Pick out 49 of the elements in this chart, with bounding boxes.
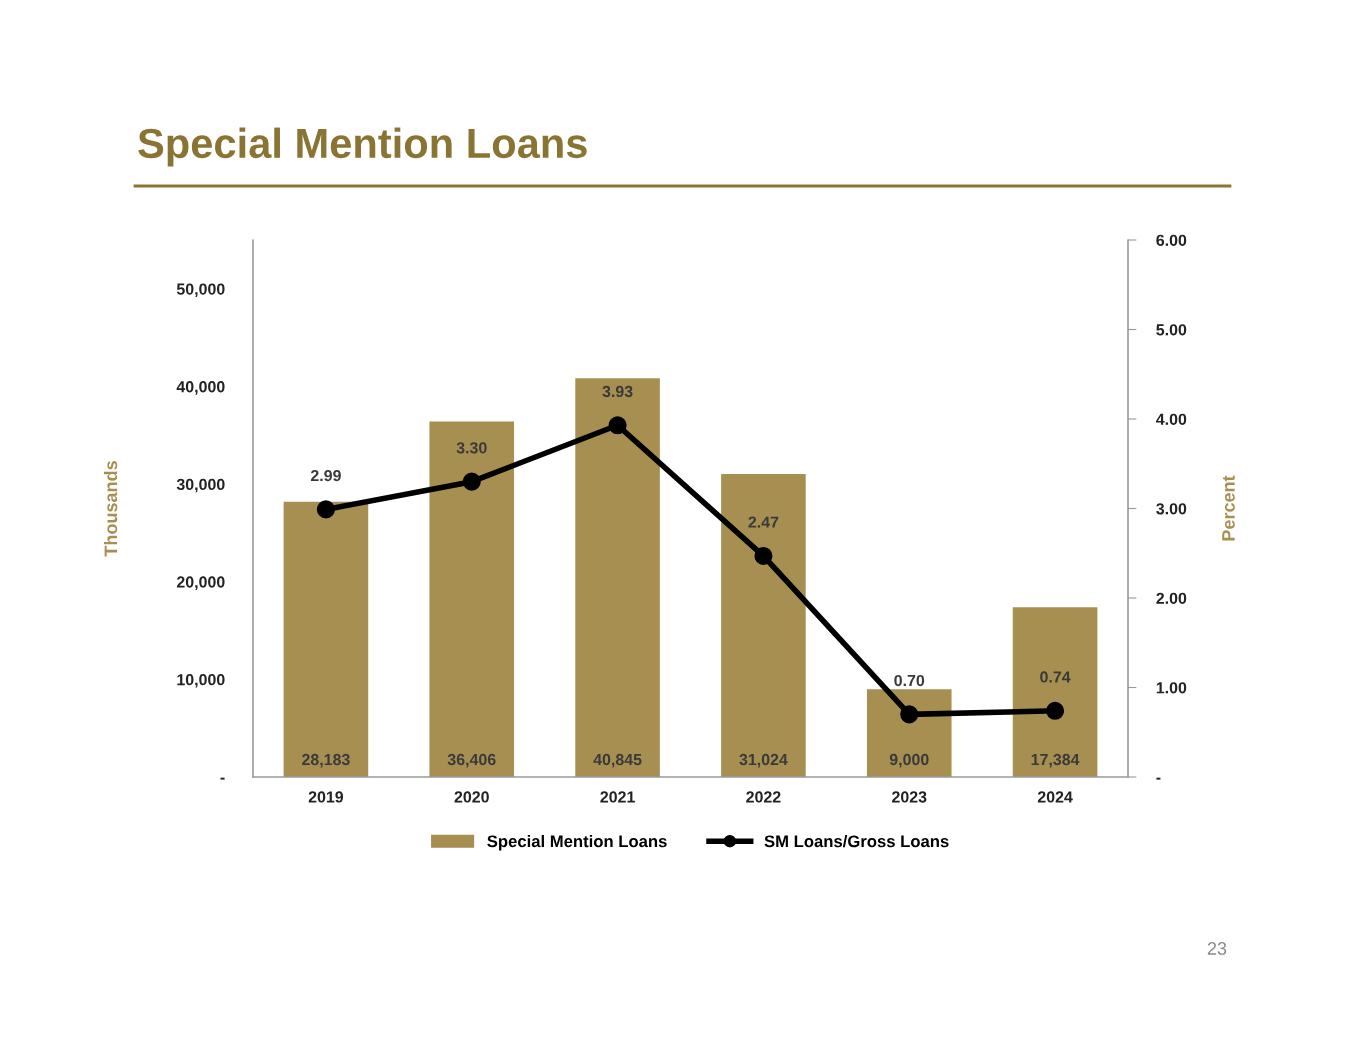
point xyxy=(900,705,919,724)
y-tick-label: 30,000 xyxy=(176,478,225,493)
y2-axis-title: Percent xyxy=(1222,475,1235,541)
bar xyxy=(575,378,660,777)
point xyxy=(608,416,627,435)
bar xyxy=(1012,607,1098,777)
data-label: 28,183 xyxy=(302,753,350,768)
y2-tick-label: 1.00 xyxy=(1156,682,1187,694)
y2-tick-label: 2.00 xyxy=(1156,592,1187,604)
x-tick-label: 2020 xyxy=(454,791,489,803)
y-tick-label: 10,000 xyxy=(177,674,225,688)
data-label: 40,845 xyxy=(593,753,642,768)
bar xyxy=(866,689,952,777)
y-tick-label: 40,000 xyxy=(176,381,225,395)
x-tick-label: 2023 xyxy=(892,791,927,803)
text: 23 xyxy=(1207,942,1227,955)
data-label: 0.70 xyxy=(894,674,925,687)
chart-title: Special Mention Loans xyxy=(138,127,587,167)
y2-tick-label: 6.00 xyxy=(1156,234,1187,246)
y-tick-label: 50,000 xyxy=(176,283,225,298)
legend-label: Special Mention Loans xyxy=(487,834,667,851)
x-tick-label: 2024 xyxy=(1037,791,1073,803)
data-label: 36,406 xyxy=(447,753,496,768)
y-tick-label: 20,000 xyxy=(176,576,225,590)
data-label: 3.93 xyxy=(602,385,633,398)
data-label: 17,384 xyxy=(1031,753,1080,768)
y2-tick-label: 3.00 xyxy=(1156,503,1187,515)
x-tick-label: 2019 xyxy=(308,791,344,803)
bar xyxy=(721,474,806,777)
legend-label: SM Loans/Gross Loans xyxy=(764,834,949,848)
data-label: 9,000 xyxy=(889,753,929,768)
y-axis-title: Thousands xyxy=(103,461,118,557)
data-label: 0.74 xyxy=(1040,671,1071,683)
y2-tick-label: 5.00 xyxy=(1156,324,1187,336)
x-tick-label: 2021 xyxy=(600,791,635,803)
x-tick-label: 2022 xyxy=(746,791,781,803)
point xyxy=(316,500,335,519)
data-label: 31,024 xyxy=(739,753,788,768)
y-tick-label: - xyxy=(220,777,225,780)
y2-tick-label: - xyxy=(1156,777,1161,780)
y2-tick-label: 4.00 xyxy=(1156,413,1187,425)
data-label: 2.99 xyxy=(310,469,341,482)
data-label: 2.47 xyxy=(748,516,779,528)
data-label: 3.30 xyxy=(456,442,487,454)
bar xyxy=(283,501,369,777)
point xyxy=(754,546,773,565)
point xyxy=(1046,701,1065,720)
point xyxy=(462,472,481,491)
bar xyxy=(429,421,515,777)
